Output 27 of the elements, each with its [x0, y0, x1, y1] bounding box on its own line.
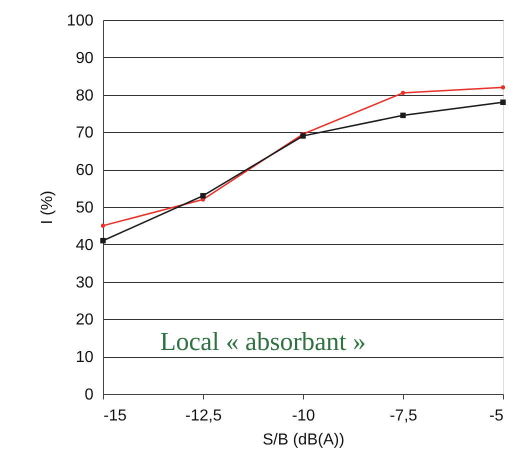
point: [200, 193, 206, 199]
annotation: Local « absorbant »: [160, 327, 366, 356]
point: [500, 85, 506, 90]
x-tick-label: -15: [104, 408, 127, 424]
x-tick-label: -5: [489, 408, 504, 424]
y-tick-label: 10: [76, 349, 94, 366]
point: [100, 238, 106, 244]
point: [500, 100, 506, 106]
y-tick-label: 80: [76, 87, 94, 104]
y-tick-label: 30: [76, 274, 94, 292]
point: [100, 224, 106, 228]
y-tick-label: 70: [76, 124, 94, 142]
y-tick-label: 90: [76, 50, 94, 67]
x-axis-title: S/B (dB(A)): [262, 432, 344, 448]
y-tick-label: 100: [66, 12, 94, 30]
x-tick-label: -12,5: [185, 408, 222, 424]
x-tick-label: -10: [292, 408, 316, 424]
y-tick-label: 20: [76, 312, 94, 329]
y-tick-label: 60: [76, 162, 94, 180]
point: [300, 133, 306, 139]
x-tick-label: -7,5: [390, 408, 418, 424]
point: [400, 112, 406, 118]
y-axis-title: I (%): [38, 190, 56, 224]
y-tick-label: 40: [76, 236, 94, 254]
y-tick-label: 0: [84, 386, 94, 404]
y-tick-label: 50: [76, 200, 94, 216]
point: [400, 90, 406, 96]
